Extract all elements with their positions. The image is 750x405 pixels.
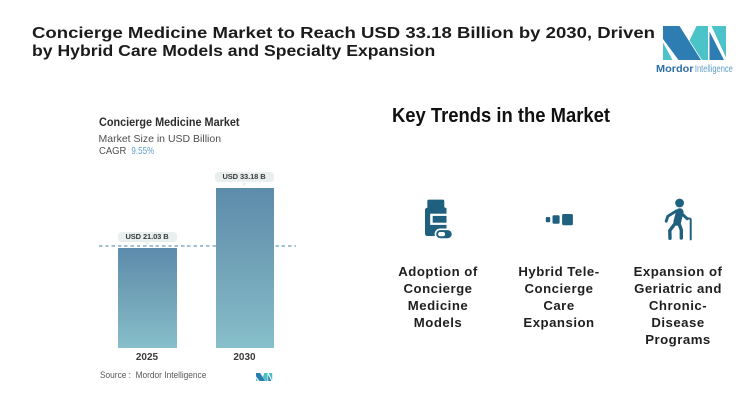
svg-text:Intelligence: Intelligence — [695, 63, 733, 75]
svg-text:Mordor: Mordor — [656, 63, 694, 75]
